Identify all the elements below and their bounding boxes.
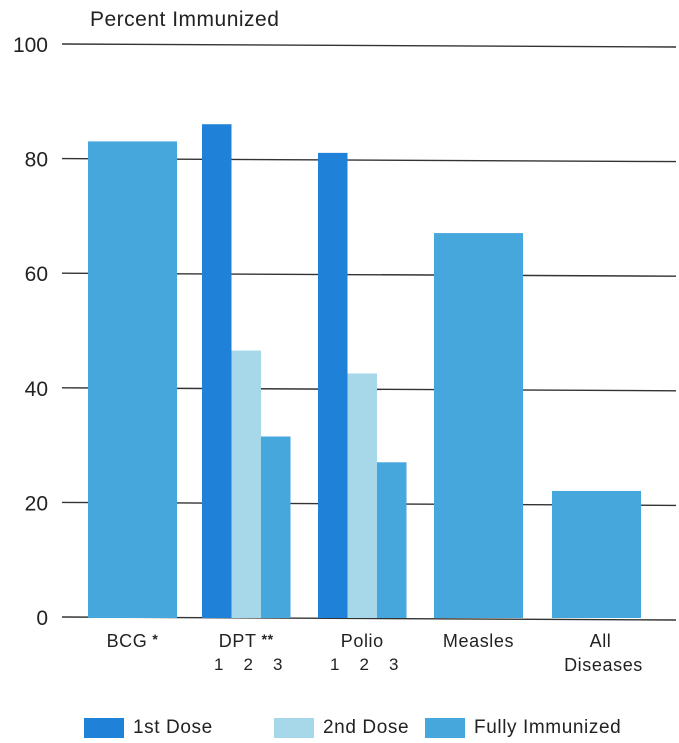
legend-item-1st-dose: 1st Dose (84, 717, 213, 739)
x-sublabel-dose-2: 2 (360, 655, 369, 674)
y-tick-label: 40 (25, 378, 48, 401)
x-sublabel-dose-1: 1 (214, 655, 223, 674)
x-tick-label: Diseases (564, 655, 643, 675)
y-tick-label: 60 (25, 263, 48, 286)
legend-item-2nd-dose: 2nd Dose (274, 717, 409, 739)
legend-label: Fully Immunized (474, 717, 622, 738)
x-sublabel-dose-3: 3 (389, 655, 398, 674)
bar-dpt-fully-immunized (261, 436, 291, 618)
gridline-100 (61, 43, 677, 48)
bar-dpt-1st-dose (202, 124, 232, 618)
legend-swatch-1st-dose (84, 718, 124, 738)
x-sublabel-dose-3: 3 (273, 655, 282, 674)
bar-polio-1st-dose (318, 152, 348, 618)
x-sublabel-dose-2: 2 (244, 655, 253, 674)
x-tick-label: DPT ** (219, 631, 274, 651)
y-axis-label: Percent Immunized (90, 8, 280, 31)
bar-all-fully-immunized (552, 490, 641, 618)
x-tick-label: Polio (341, 631, 384, 651)
bar-measles-fully-immunized (434, 233, 523, 618)
bar-bcg-fully-immunized (88, 141, 177, 618)
legend-label: 1st Dose (133, 717, 213, 738)
y-tick-label: 100 (13, 34, 48, 57)
x-tick-label: Measles (443, 631, 514, 651)
legend-item-fully-immunized: Fully Immunized (425, 717, 621, 739)
legend-label: 2nd Dose (323, 717, 410, 738)
x-tick-label: All (590, 631, 612, 651)
y-tick-label: 80 (25, 149, 48, 172)
legend-swatch-2nd-dose (274, 718, 314, 738)
y-tick-labels: 0 20 40 60 80 100 (13, 34, 48, 630)
x-sublabel-dose-1: 1 (330, 655, 339, 674)
bar-polio-2nd-dose (347, 373, 377, 618)
bar-dpt-2nd-dose (231, 350, 261, 618)
y-tick-label: 20 (25, 492, 48, 515)
bars (88, 124, 641, 618)
x-tick-label: BCG * (107, 631, 159, 651)
legend-swatch-fully-immunized (425, 718, 465, 738)
bar-polio-fully-immunized (377, 462, 407, 618)
y-tick-label: 0 (36, 607, 48, 630)
